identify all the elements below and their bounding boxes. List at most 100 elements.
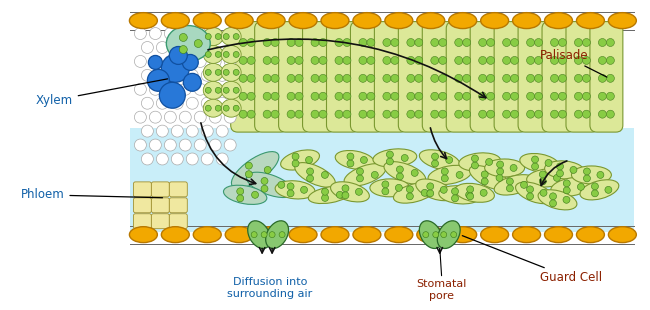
Circle shape: [150, 28, 161, 39]
Text: Palisade: Palisade: [540, 49, 607, 77]
Circle shape: [563, 196, 570, 203]
Circle shape: [223, 87, 229, 93]
Circle shape: [558, 74, 567, 82]
Circle shape: [135, 139, 146, 151]
Circle shape: [599, 38, 606, 46]
Circle shape: [526, 56, 534, 64]
Ellipse shape: [439, 186, 480, 204]
Ellipse shape: [257, 227, 285, 243]
Circle shape: [526, 193, 534, 200]
Ellipse shape: [385, 13, 413, 29]
Circle shape: [575, 74, 582, 82]
Circle shape: [452, 195, 458, 202]
Circle shape: [481, 178, 488, 185]
Circle shape: [142, 69, 153, 81]
Circle shape: [455, 38, 463, 46]
Ellipse shape: [480, 227, 508, 243]
Circle shape: [209, 83, 221, 95]
FancyBboxPatch shape: [131, 128, 634, 232]
Circle shape: [209, 139, 221, 151]
Circle shape: [263, 56, 271, 64]
Circle shape: [415, 56, 422, 64]
Circle shape: [481, 171, 488, 178]
Ellipse shape: [246, 172, 294, 197]
Circle shape: [502, 56, 511, 64]
Circle shape: [295, 92, 303, 100]
Circle shape: [172, 42, 183, 53]
Circle shape: [215, 87, 221, 93]
Ellipse shape: [608, 227, 636, 243]
Circle shape: [202, 153, 213, 165]
Circle shape: [271, 38, 279, 46]
Circle shape: [148, 69, 170, 91]
Circle shape: [278, 181, 285, 188]
Circle shape: [463, 56, 471, 64]
Circle shape: [194, 39, 202, 47]
Circle shape: [263, 74, 271, 82]
Circle shape: [478, 74, 487, 82]
Circle shape: [343, 74, 351, 82]
Circle shape: [187, 153, 198, 165]
Circle shape: [383, 38, 391, 46]
Circle shape: [164, 55, 176, 67]
Circle shape: [306, 157, 313, 163]
Ellipse shape: [221, 46, 241, 64]
FancyBboxPatch shape: [326, 22, 359, 132]
Circle shape: [359, 92, 367, 100]
Ellipse shape: [417, 13, 445, 29]
Circle shape: [319, 92, 327, 100]
Circle shape: [271, 92, 279, 100]
Circle shape: [487, 74, 495, 82]
Ellipse shape: [520, 153, 559, 172]
Circle shape: [510, 165, 517, 171]
Circle shape: [347, 153, 354, 160]
Ellipse shape: [485, 159, 525, 177]
Circle shape: [209, 28, 221, 39]
Circle shape: [287, 110, 295, 118]
Circle shape: [150, 139, 161, 151]
Ellipse shape: [129, 13, 157, 29]
Circle shape: [187, 125, 198, 137]
Circle shape: [526, 74, 534, 82]
Circle shape: [202, 125, 213, 137]
Circle shape: [279, 232, 285, 238]
Circle shape: [431, 110, 439, 118]
Circle shape: [224, 111, 236, 123]
Circle shape: [239, 110, 247, 118]
Ellipse shape: [384, 162, 426, 184]
Circle shape: [441, 175, 448, 182]
Ellipse shape: [203, 46, 223, 64]
Circle shape: [172, 69, 183, 81]
Circle shape: [496, 175, 503, 181]
Circle shape: [452, 188, 458, 195]
Circle shape: [446, 157, 452, 163]
Ellipse shape: [428, 165, 471, 184]
Circle shape: [164, 111, 176, 123]
FancyBboxPatch shape: [151, 182, 170, 197]
Text: Diffusion into
surrounding air: Diffusion into surrounding air: [227, 277, 313, 299]
Circle shape: [440, 186, 447, 193]
Ellipse shape: [571, 166, 612, 184]
FancyBboxPatch shape: [518, 22, 551, 132]
Circle shape: [391, 110, 399, 118]
Circle shape: [456, 171, 463, 178]
Circle shape: [497, 161, 504, 168]
Circle shape: [487, 92, 495, 100]
Circle shape: [263, 38, 271, 46]
Text: Phloem: Phloem: [21, 188, 162, 201]
Circle shape: [584, 168, 590, 175]
Ellipse shape: [545, 13, 573, 29]
Circle shape: [237, 188, 244, 195]
Ellipse shape: [538, 190, 577, 210]
Circle shape: [407, 110, 415, 118]
Circle shape: [582, 74, 590, 82]
Circle shape: [395, 184, 402, 191]
Ellipse shape: [231, 152, 279, 188]
Circle shape: [511, 110, 519, 118]
Circle shape: [558, 110, 567, 118]
Circle shape: [383, 92, 391, 100]
Circle shape: [532, 156, 539, 163]
Circle shape: [319, 38, 327, 46]
Ellipse shape: [203, 81, 223, 99]
Ellipse shape: [221, 81, 241, 99]
